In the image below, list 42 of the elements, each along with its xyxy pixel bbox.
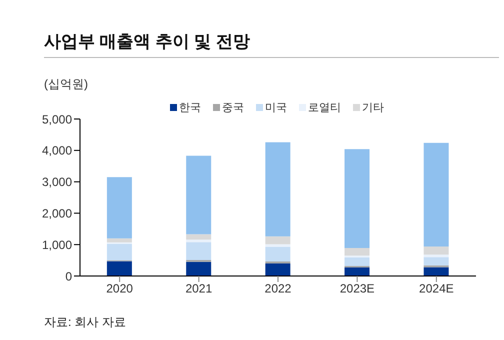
bar — [186, 242, 212, 260]
legend-label: 중국 — [221, 101, 244, 115]
y-tick-label: 2,000 — [42, 206, 72, 220]
x-tick-label: 2024E — [419, 282, 454, 296]
bar — [106, 238, 132, 242]
legend-label: 미국 — [264, 101, 287, 115]
bar — [265, 244, 290, 247]
legend-label: 한국 — [178, 101, 201, 115]
bar — [424, 254, 449, 258]
y-tick-label: 3,000 — [42, 175, 72, 190]
bar — [186, 240, 212, 242]
bar — [106, 261, 132, 276]
y-tick-label: 4,000 — [42, 144, 72, 158]
bar — [265, 246, 290, 262]
bar — [424, 267, 449, 276]
bar — [265, 263, 290, 276]
bar — [344, 248, 370, 256]
x-tick-label: 2023E — [340, 282, 375, 296]
bar — [424, 142, 449, 246]
bar — [265, 236, 290, 244]
bar — [344, 268, 370, 276]
x-tick-label: 2020 — [106, 282, 134, 296]
y-axis-title: (십억원) — [44, 76, 88, 93]
x-tick-label: 2021 — [185, 282, 212, 296]
bar — [106, 177, 132, 238]
bar — [344, 257, 370, 266]
y-tick-label: 0 — [65, 269, 72, 284]
bar — [186, 156, 212, 234]
chart-title: 사업부 매출액 추이 및 전망 — [44, 30, 499, 58]
text: 자료: 회사 자료 — [44, 314, 126, 331]
bar — [424, 257, 449, 266]
bar — [186, 262, 212, 276]
legend-label: 기타 — [361, 101, 384, 115]
y-tick-label: 1,000 — [42, 238, 72, 252]
y-tick-label: 5,000 — [42, 112, 72, 126]
bar — [344, 149, 370, 248]
bar — [265, 142, 290, 236]
x-tick-label: 2022 — [264, 282, 292, 296]
bar — [424, 246, 449, 255]
legend-label: 로열티 — [307, 101, 341, 115]
bar — [186, 234, 212, 240]
bar — [106, 244, 132, 260]
